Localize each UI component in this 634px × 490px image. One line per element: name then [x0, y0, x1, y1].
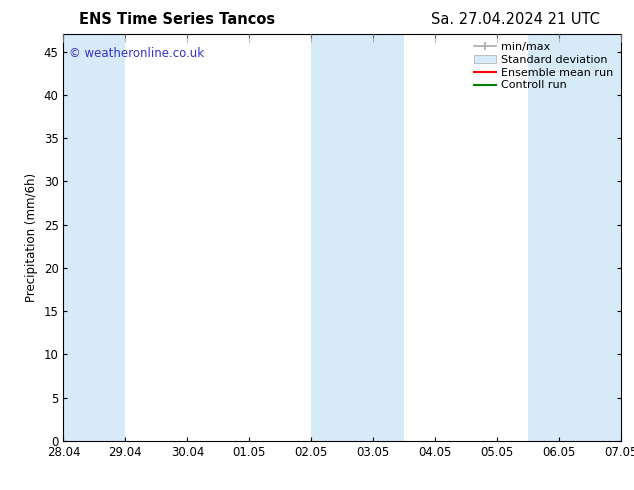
- Y-axis label: Precipitation (mm/6h): Precipitation (mm/6h): [25, 173, 38, 302]
- Legend: min/max, Standard deviation, Ensemble mean run, Controll run: min/max, Standard deviation, Ensemble me…: [471, 40, 616, 93]
- Bar: [311, 34, 404, 441]
- Text: ENS Time Series Tancos: ENS Time Series Tancos: [79, 12, 276, 27]
- Text: Sa. 27.04.2024 21 UTC: Sa. 27.04.2024 21 UTC: [431, 12, 600, 27]
- Text: © weatheronline.co.uk: © weatheronline.co.uk: [69, 47, 204, 59]
- Bar: [63, 34, 126, 441]
- Bar: [528, 34, 621, 441]
